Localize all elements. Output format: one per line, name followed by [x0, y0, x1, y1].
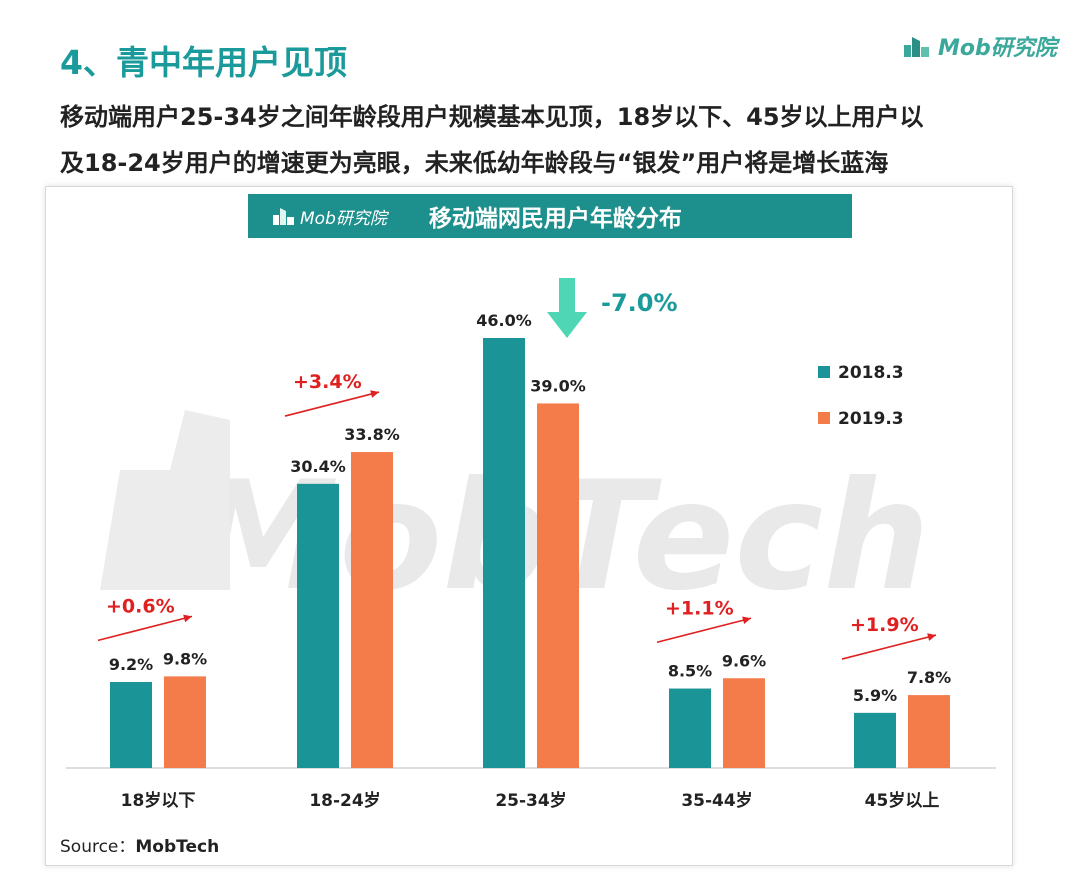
bar-2018-2 [483, 338, 525, 768]
data-label-2018-3: 8.5% [668, 662, 712, 681]
logo-text: Mob研究院 [938, 36, 1057, 61]
change-arrow-head-3 [742, 616, 751, 625]
source-label: Source： [60, 837, 136, 857]
legend-label-0: 2018.3 [838, 363, 904, 383]
change-label-3: +1.1% [665, 597, 734, 619]
legend-label-1: 2019.3 [838, 409, 904, 429]
change-label-4: +1.9% [850, 614, 919, 636]
bar-2018-0 [110, 682, 152, 768]
chart-banner: Mob研究院 移动端网民用户年龄分布 [248, 194, 852, 238]
change-arrow-head-0 [183, 614, 192, 623]
legend-swatch-0 [818, 366, 830, 378]
banner-logo: Mob研究院 [272, 204, 387, 229]
data-label-2019-1: 33.8% [344, 425, 400, 444]
banner-logo-icon [273, 208, 294, 225]
subtitle-line-1: 移动端用户25-34岁之间年龄段用户规模基本见顶，18岁以下、45岁以上用户以 [60, 103, 924, 131]
change-arrow-head-1 [370, 390, 379, 398]
mob-logo: Mob研究院 [902, 26, 1062, 66]
data-label-2018-1: 30.4% [290, 457, 346, 476]
data-label-2019-3: 9.6% [722, 651, 766, 670]
subtitle-line-2: 及18-24岁用户的增速更为亮眼，未来低幼年龄段与“银发”用户将是增长蓝海 [60, 149, 889, 177]
bar-2019-2 [537, 403, 579, 768]
change-arrow-line-3 [656, 617, 752, 644]
x-tick-label-1: 18-24岁 [309, 790, 380, 811]
data-label-2019-4: 7.8% [907, 668, 951, 687]
x-tick-label-0: 18岁以下 [121, 790, 196, 811]
bar-2019-3 [723, 678, 765, 768]
change-label-1: +3.4% [293, 371, 362, 393]
subtitle: 移动端用户25-34岁之间年龄段用户规模基本见顶，18岁以下、45岁以上用户以 … [60, 94, 1050, 186]
bar-2018-3 [669, 688, 711, 768]
data-label-2019-2: 39.0% [530, 376, 586, 395]
bar-2019-0 [164, 676, 206, 768]
source-note: Source：MobTech [60, 832, 219, 857]
chart-title: 移动端网民用户年龄分布 [428, 206, 682, 232]
watermark-logo-icon [100, 410, 230, 590]
bar-2018-4 [854, 712, 896, 768]
bar-2018-1 [297, 483, 339, 768]
decrease-arrow-icon [547, 278, 587, 338]
change-arrow-line-4 [841, 634, 937, 660]
bar-2019-1 [351, 452, 393, 768]
x-tick-label-3: 35-44岁 [681, 790, 752, 811]
data-label-2018-4: 5.9% [853, 686, 897, 705]
change-arrow-line-1 [284, 391, 380, 417]
x-tick-label-4: 45岁以上 [865, 790, 940, 811]
x-tick-label-2: 25-34岁 [495, 790, 566, 811]
data-label-2018-2: 46.0% [476, 311, 532, 330]
change-label-2: -7.0% [601, 289, 678, 317]
bar-2019-4 [908, 695, 950, 768]
change-arrow-head-4 [927, 633, 936, 641]
data-label-2019-0: 9.8% [163, 649, 207, 668]
source-name: MobTech [135, 837, 220, 857]
legend-swatch-1 [818, 412, 830, 424]
banner-logo-text: Mob研究院 [300, 208, 387, 229]
page-title: 4、青中年用户见顶 [60, 43, 347, 82]
change-label-0: +0.6% [106, 595, 175, 617]
data-label-2018-0: 9.2% [109, 655, 153, 674]
mob-logo-icon [904, 37, 929, 57]
change-arrow-line-0 [97, 615, 193, 642]
